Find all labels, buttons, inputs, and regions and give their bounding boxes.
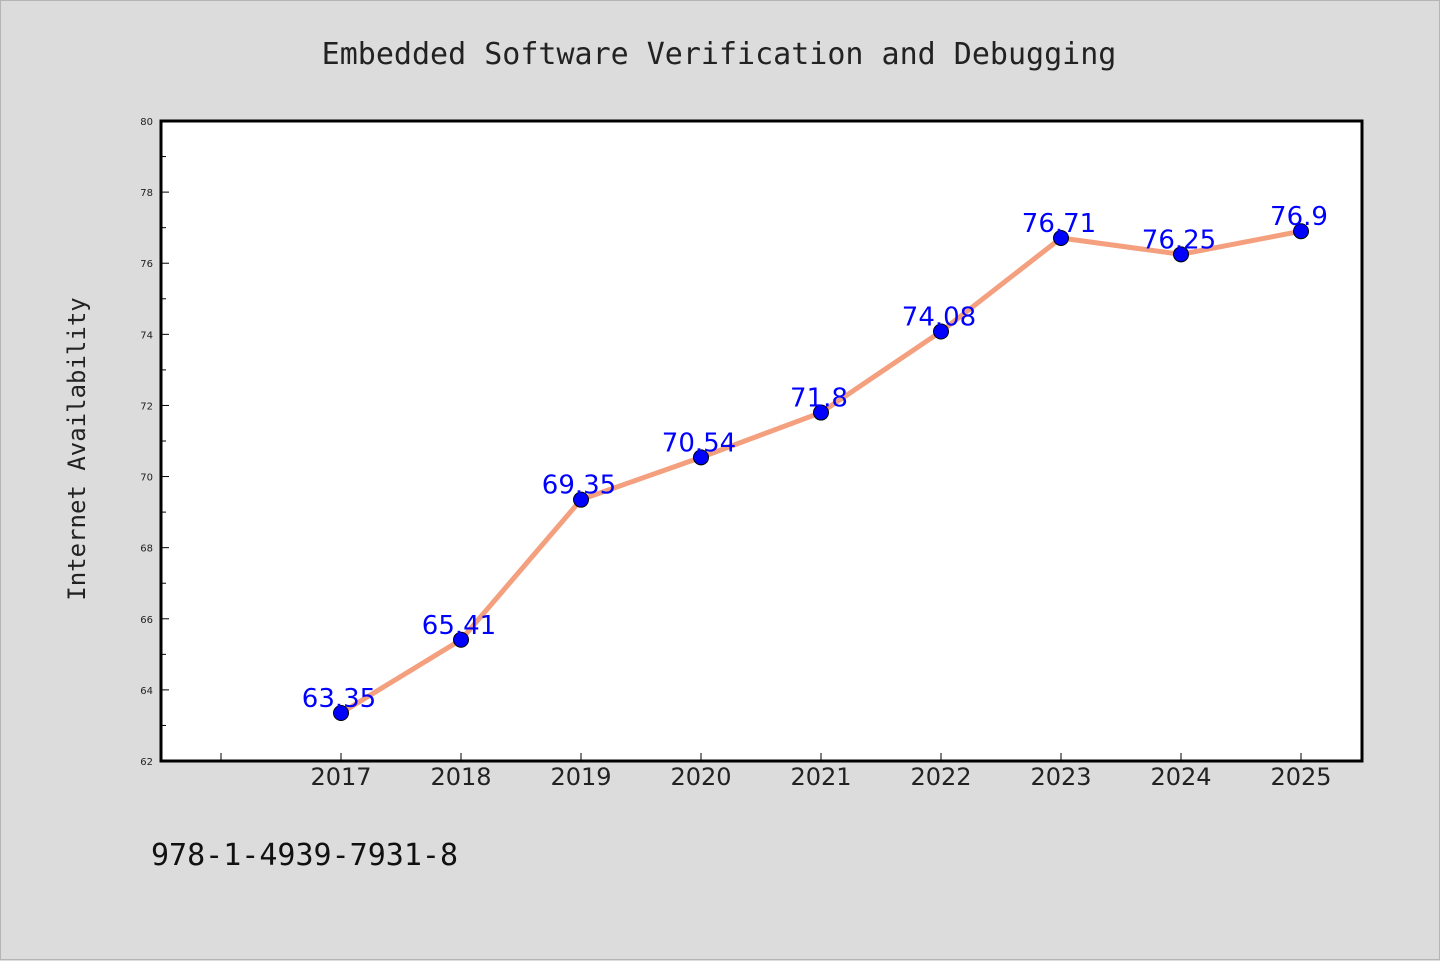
data-point bbox=[333, 705, 349, 721]
axis-ticks bbox=[161, 120, 1302, 762]
data-label: 70.54 bbox=[662, 428, 736, 458]
x-tick-label: 2023 bbox=[1030, 763, 1091, 791]
x-tick-label: 2022 bbox=[910, 763, 971, 791]
chart-title: Embedded Software Verification and Debug… bbox=[322, 37, 1117, 72]
y-tick-label: 64 bbox=[140, 686, 153, 697]
x-tick-label: 2021 bbox=[790, 763, 851, 791]
x-tick-label: 2025 bbox=[1270, 763, 1331, 791]
data-point bbox=[1173, 246, 1189, 263]
data-label: 76.25 bbox=[1142, 225, 1216, 255]
data-point bbox=[1293, 223, 1309, 240]
x-tick-label: 2018 bbox=[430, 763, 491, 791]
y-tick-label: 78 bbox=[140, 188, 153, 199]
data-point bbox=[813, 404, 829, 421]
x-tick-label: 2020 bbox=[670, 763, 731, 791]
data-label: 74.08 bbox=[902, 302, 976, 332]
data-label: 71.8 bbox=[790, 384, 848, 414]
y-tick-label: 68 bbox=[140, 544, 153, 555]
y-tick-label: 80 bbox=[140, 117, 153, 128]
y-tick-labels: 62 64 66 68 70 72 74 76 78 80 bbox=[140, 117, 153, 768]
data-label: 63.35 bbox=[302, 684, 376, 714]
y-tick-label: 74 bbox=[140, 330, 153, 341]
y-tick-label: 76 bbox=[140, 259, 153, 270]
data-labels: 63.35 65.41 69.35 70.54 71.8 74.08 76.71 76.25 7… bbox=[302, 202, 1328, 714]
data-label: 65.41 bbox=[422, 611, 496, 641]
data-point bbox=[933, 323, 949, 340]
y-axis-label: Internet Availability bbox=[63, 297, 91, 600]
plot-area bbox=[159, 119, 1364, 763]
x-tick-label: 2024 bbox=[1150, 763, 1211, 791]
data-label: 76.71 bbox=[1022, 209, 1096, 239]
data-point bbox=[1053, 229, 1069, 246]
data-point bbox=[573, 491, 589, 508]
y-tick-label: 66 bbox=[140, 615, 153, 626]
data-label: 76.9 bbox=[1270, 202, 1328, 232]
y-tick-label: 62 bbox=[140, 757, 153, 768]
y-tick-label: 70 bbox=[140, 473, 153, 484]
x-tick-labels: 2017 2018 2019 2020 2021 2022 2023 2024 2025 bbox=[310, 763, 1331, 791]
data-point bbox=[693, 449, 709, 466]
data-label: 69.35 bbox=[542, 471, 616, 501]
x-tick-label: 2019 bbox=[550, 763, 611, 791]
footer-code: 978-1-4939-7931-8 bbox=[151, 838, 458, 873]
y-tick-label: 72 bbox=[140, 401, 153, 412]
data-points bbox=[333, 223, 1309, 721]
data-point bbox=[453, 631, 469, 648]
x-tick-label: 2017 bbox=[310, 763, 371, 791]
